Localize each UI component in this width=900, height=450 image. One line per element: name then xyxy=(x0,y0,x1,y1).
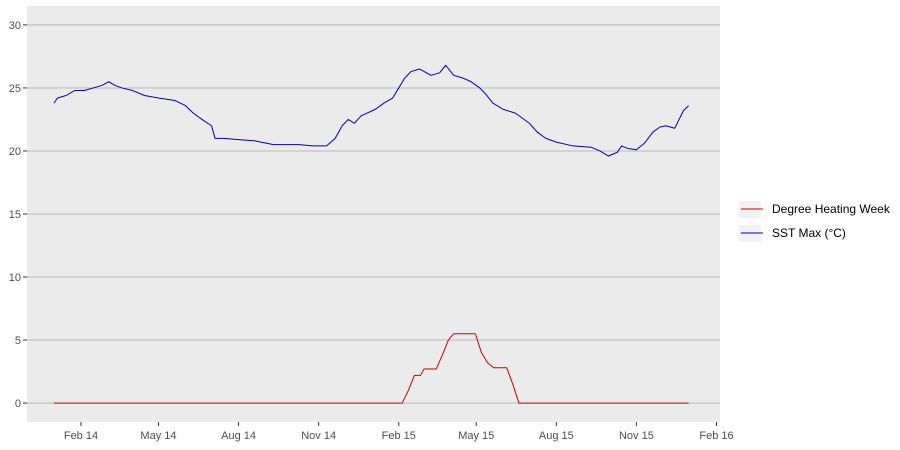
series-layer xyxy=(53,64,690,404)
y-tick-label: 25 xyxy=(9,83,21,95)
x-tick-label: Aug 14 xyxy=(221,430,256,442)
x-tick-label: Nov 15 xyxy=(619,430,654,442)
x-axis: Feb 14 May 14 Aug 14 Nov 14 Feb 15 May 15 Aug … xyxy=(64,422,734,442)
x-tick-label: May 14 xyxy=(140,430,176,442)
legend: Degree Heating Week SST Max (°C) xyxy=(736,195,896,245)
x-tick-label: Feb 14 xyxy=(64,430,98,442)
y-tick-label: 0 xyxy=(15,398,21,410)
x-tick-label: Aug 15 xyxy=(539,430,574,442)
legend-box xyxy=(736,195,896,245)
y-tick-label: 30 xyxy=(9,20,21,32)
y-axis: 0 5 10 15 20 25 30 xyxy=(9,20,27,410)
y-tick-label: 15 xyxy=(9,209,21,221)
x-tick-label: Feb 16 xyxy=(699,430,733,442)
x-tick-label: Nov 14 xyxy=(301,430,336,442)
y-tick-label: 10 xyxy=(9,272,21,284)
x-tick-label: May 15 xyxy=(458,430,494,442)
x-tick-label: Feb 15 xyxy=(382,430,416,442)
legend-label: Degree Heating Week xyxy=(772,202,891,216)
y-tick-label: 5 xyxy=(15,335,21,347)
series-line-sst-max xyxy=(53,64,690,157)
series-line-degree-heating-week xyxy=(53,333,689,404)
y-tick-label: 20 xyxy=(9,146,21,158)
legend-label: SST Max (°C) xyxy=(772,226,846,240)
